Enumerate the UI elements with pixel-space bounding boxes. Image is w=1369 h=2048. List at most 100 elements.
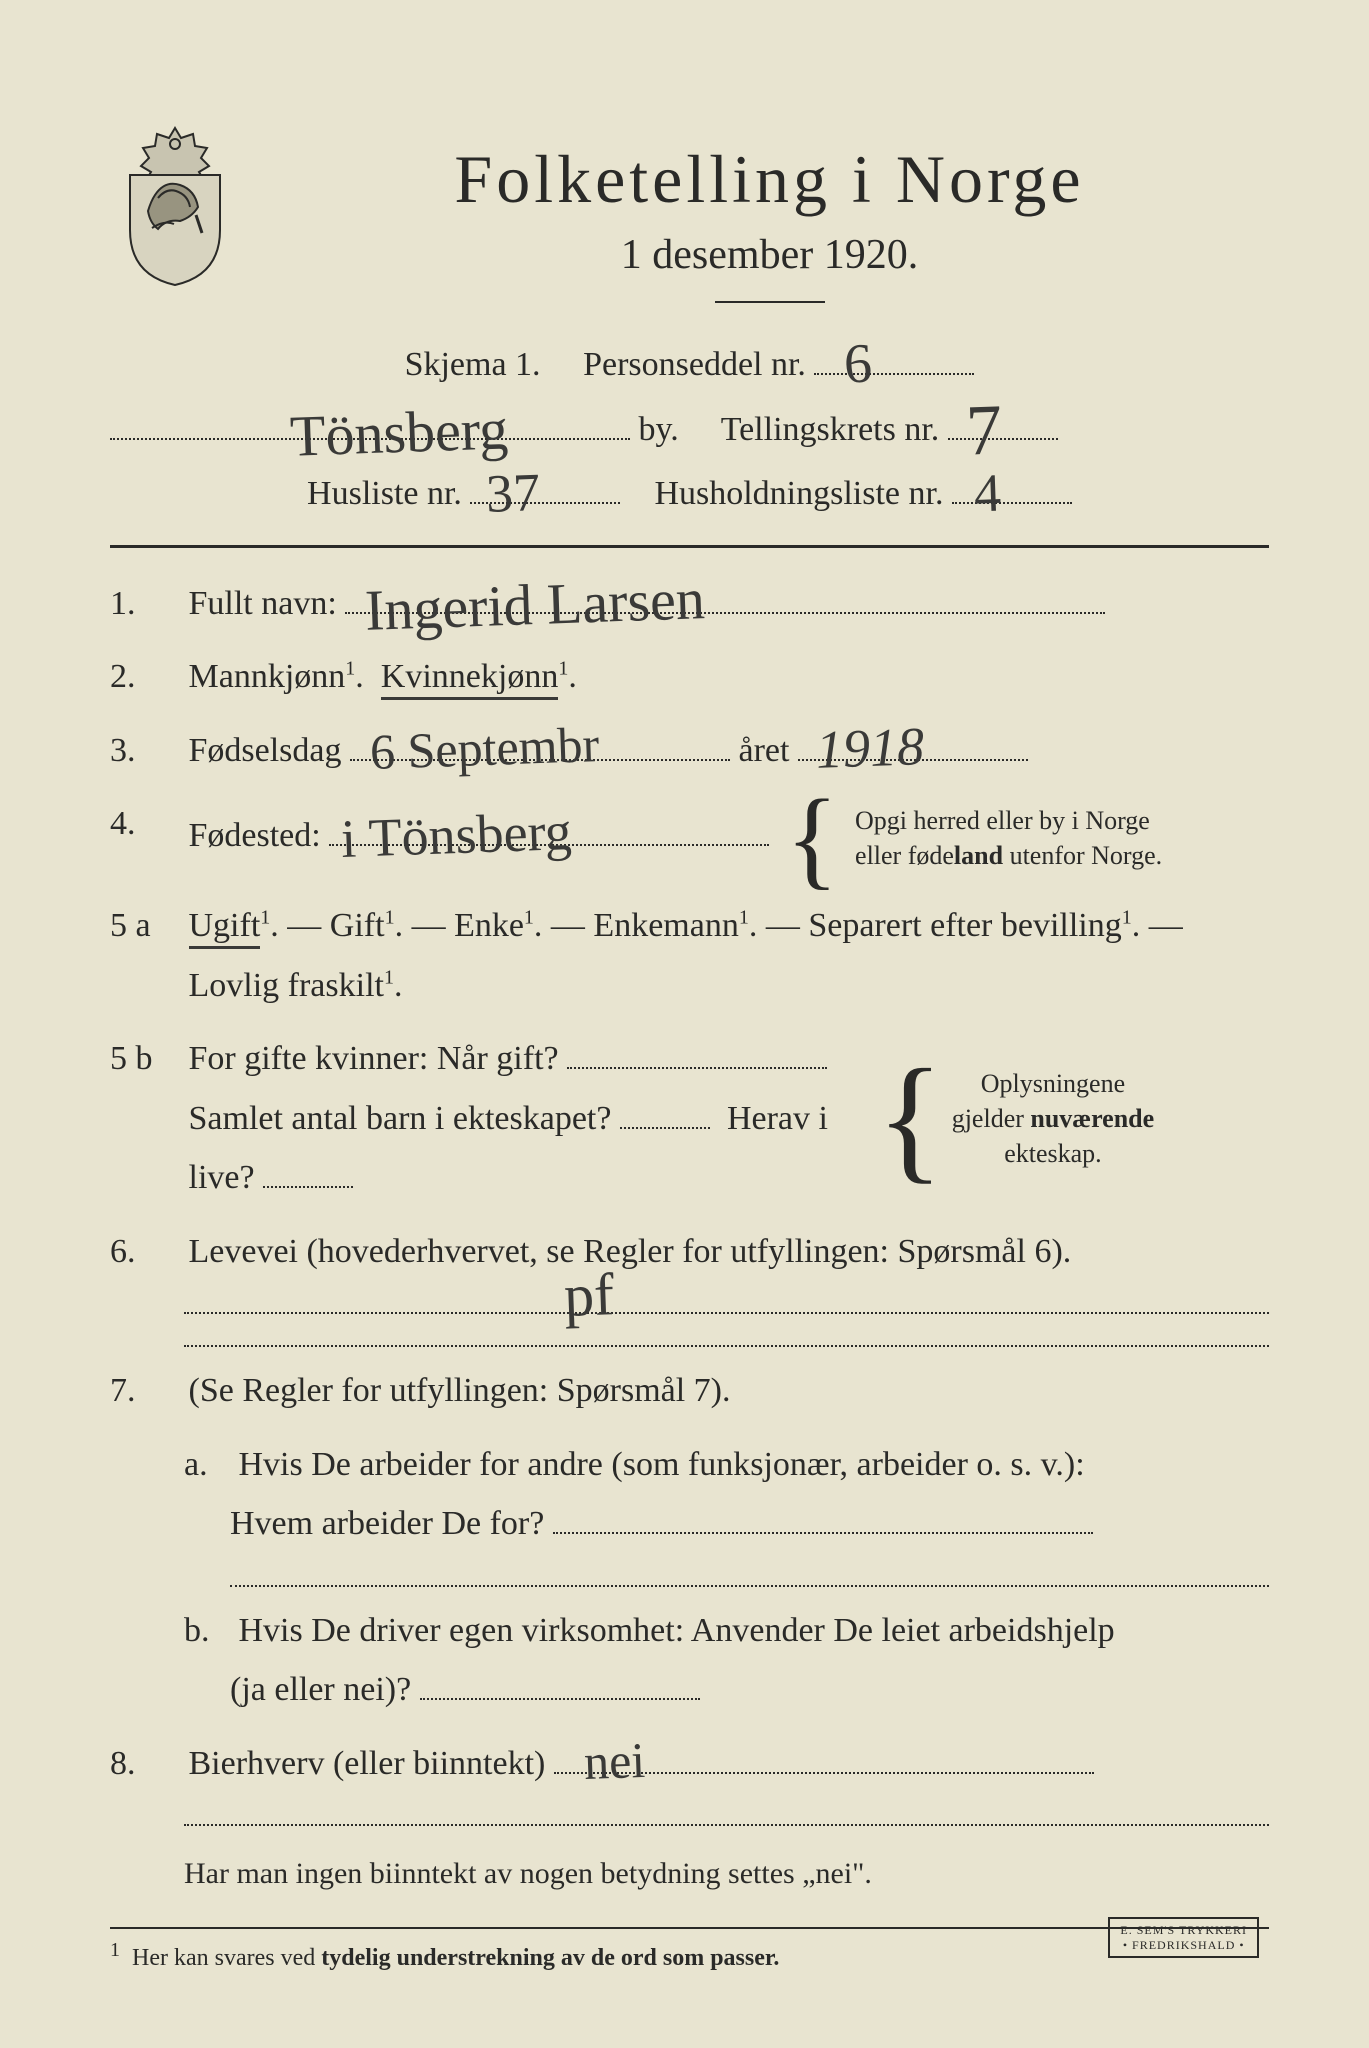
q4-label: Fødested: <box>189 817 321 854</box>
q3-year-field: 1918 <box>798 725 1028 761</box>
husliste-label: Husliste nr. <box>307 475 462 512</box>
q3-body: Fødselsdag 6 Septembr året 1918 <box>189 721 1268 781</box>
q5a-opt4: Enkemann <box>593 907 738 944</box>
q5b-label: For gifte kvinner: Når gift? <box>189 1040 559 1077</box>
q6-label: Levevei (hovederhvervet, se Regler for u… <box>189 1233 1072 1270</box>
question-3: 3. Fødselsdag 6 Septembr året 1918 <box>110 721 1269 781</box>
q2-sup-a: 1 <box>345 658 355 680</box>
q5a-body: Ugift1. — Gift1. — Enke1. — Enkemann1. —… <box>189 896 1268 1015</box>
husholdning-label: Husholdningsliste nr. <box>654 475 943 512</box>
footnote-bold: tydelig understrekning av de ord som pas… <box>321 1945 779 1971</box>
question-5b: 5 b For gifte kvinner: Når gift? Samlet … <box>110 1029 1269 1208</box>
title-rule <box>715 301 825 303</box>
printer-stamp: E. SEM'S TRYKKERI • FREDRIKSHALD • <box>1108 1917 1259 1958</box>
q3-num: 3. <box>110 721 180 781</box>
q5a-opt2: Gift <box>330 907 385 944</box>
meta-block: Skjema 1. Personseddel nr. 6 Tönsberg by… <box>110 333 1269 527</box>
q4-note: Opgi herred eller by i Norge eller fødel… <box>855 803 1162 873</box>
q1-label: Fullt navn: <box>189 585 337 622</box>
q8-body: Bierhverv (eller biinntekt) nei <box>189 1734 1268 1794</box>
q7b-line1: Hvis De driver egen virksomhet: Anvender… <box>239 1612 1115 1649</box>
q6-num: 6. <box>110 1222 180 1282</box>
q2-opt-b: Kvinnekjønn <box>381 658 559 700</box>
crest-svg <box>110 120 240 290</box>
form-title: Folketelling i Norge <box>270 140 1269 219</box>
q5a-opt6: Lovlig fraskilt <box>189 967 384 1004</box>
q4-note-b-tail: utenfor Norge. <box>1003 841 1162 870</box>
brace-left-q4: { <box>786 794 839 882</box>
census-form-page: Folketelling i Norge 1 desember 1920. Sk… <box>0 0 1369 2048</box>
q8-extra <box>184 1823 1269 1826</box>
question-7: 7. (Se Regler for utfyllingen: Spørsmål … <box>110 1361 1269 1421</box>
q3-day-value: 6 Septembr <box>369 701 601 796</box>
by-label: by. <box>639 411 679 448</box>
q3-label: Fødselsdag <box>189 732 342 769</box>
q5b-note2: gjelder <box>952 1104 1031 1133</box>
tellingskrets-label: Tellingskrets nr. <box>721 411 940 448</box>
q6-line1 <box>184 1311 1269 1314</box>
q5b-body: For gifte kvinner: Når gift? Samlet anta… <box>189 1029 1268 1208</box>
q3-year-label: året <box>739 732 790 769</box>
divider-top <box>110 545 1269 548</box>
by-field: Tönsberg <box>110 404 630 440</box>
stamp-line1: E. SEM'S TRYKKERI <box>1120 1923 1247 1937</box>
tellingskrets-field: 7 <box>948 404 1058 440</box>
question-4: 4. Fødested: i Tönsberg { Opgi herred el… <box>110 794 1269 882</box>
footnote: 1 Her kan svares ved tydelig understrekn… <box>110 1939 1269 1972</box>
husholdning-field: 4 <box>952 468 1072 504</box>
personseddel-field: 6 <box>814 339 974 375</box>
meta-line-3: Husliste nr. 37 Husholdningsliste nr. 4 <box>110 462 1269 527</box>
q1-num: 1. <box>110 574 180 634</box>
question-2: 2. Mannkjønn1. Kvinnekjønn1. <box>110 647 1269 707</box>
q4-num: 4. <box>110 794 180 854</box>
footnote-rule <box>110 1927 1269 1929</box>
q7a-field <box>553 1498 1093 1534</box>
footnote-text: Her kan svares ved <box>132 1945 321 1971</box>
footer-note: Har man ingen biinntekt av nogen betydni… <box>184 1848 1269 1901</box>
coat-of-arms-icon <box>110 120 240 290</box>
q7b-line2: (ja eller nei)? <box>230 1671 411 1708</box>
q2-sup-b: 1 <box>558 658 568 680</box>
brace-left-q5b: { <box>877 1063 944 1175</box>
question-8: 8. Bierhverv (eller biinntekt) nei <box>110 1734 1269 1794</box>
q7a-line1: Hvis De arbeider for andre (som funksjon… <box>239 1446 1085 1483</box>
meta-line-2: Tönsberg by. Tellingskrets nr. 7 <box>110 398 1269 463</box>
q5a-opt5: Separert efter bevilling <box>808 907 1121 944</box>
q8-num: 8. <box>110 1734 180 1794</box>
q2-num: 2. <box>110 647 180 707</box>
question-6: 6. Levevei (hovederhvervet, se Regler fo… <box>110 1222 1269 1282</box>
stamp-line2: • FREDRIKSHALD • <box>1120 1938 1247 1952</box>
q5b-num: 5 b <box>110 1029 180 1089</box>
q5b-field1 <box>567 1033 827 1069</box>
q6-line2 <box>184 1344 1269 1347</box>
q5b-note3: ekteskap. <box>1004 1139 1101 1168</box>
q3-day-field: 6 Septembr <box>350 725 730 761</box>
q6-body: Levevei (hovederhvervet, se Regler for u… <box>189 1222 1268 1282</box>
q5b-note: Oplysningene gjelder nuværende ekteskap. <box>952 1066 1154 1171</box>
husliste-value: 37 <box>485 441 543 545</box>
question-1: 1. Fullt navn: Ingerid Larsen <box>110 574 1269 634</box>
q4-note-b: eller føde <box>855 841 954 870</box>
q7-body: (Se Regler for utfyllingen: Spørsmål 7). <box>189 1361 1268 1421</box>
q7a-line-extra <box>230 1584 1269 1587</box>
q7a-extra-line <box>230 1584 1269 1587</box>
q2-body: Mannkjønn1. Kvinnekjønn1. <box>189 647 1268 707</box>
q6-answer-area: pf <box>184 1311 1269 1347</box>
q4-note-a: Opgi herred eller by i Norge <box>855 806 1150 835</box>
q6-value: pf <box>563 1260 615 1331</box>
question-7b: b. Hvis De driver egen virksomhet: Anven… <box>184 1601 1269 1720</box>
q5b-label2a: Samlet antal barn i ekteskapet? <box>189 1100 612 1137</box>
q5a-opt1: Ugift <box>189 907 261 949</box>
husliste-field: 37 <box>470 468 620 504</box>
q7a-line2: Hvem arbeider De for? <box>230 1505 544 1542</box>
q8-label: Bierhverv (eller biinntekt) <box>189 1745 546 1782</box>
q7b-num: b. <box>184 1601 230 1661</box>
footnote-num: 1 <box>110 1939 120 1961</box>
q1-value: Ingerid Larsen <box>364 548 707 661</box>
q4-field: i Tönsberg <box>329 810 769 846</box>
q4-note-b-bold: land <box>954 841 1003 870</box>
question-7a: a. Hvis De arbeider for andre (som funks… <box>184 1435 1269 1554</box>
q5b-field3 <box>263 1152 353 1188</box>
q5b-field2 <box>620 1093 710 1129</box>
husholdning-value: 4 <box>972 442 1003 545</box>
